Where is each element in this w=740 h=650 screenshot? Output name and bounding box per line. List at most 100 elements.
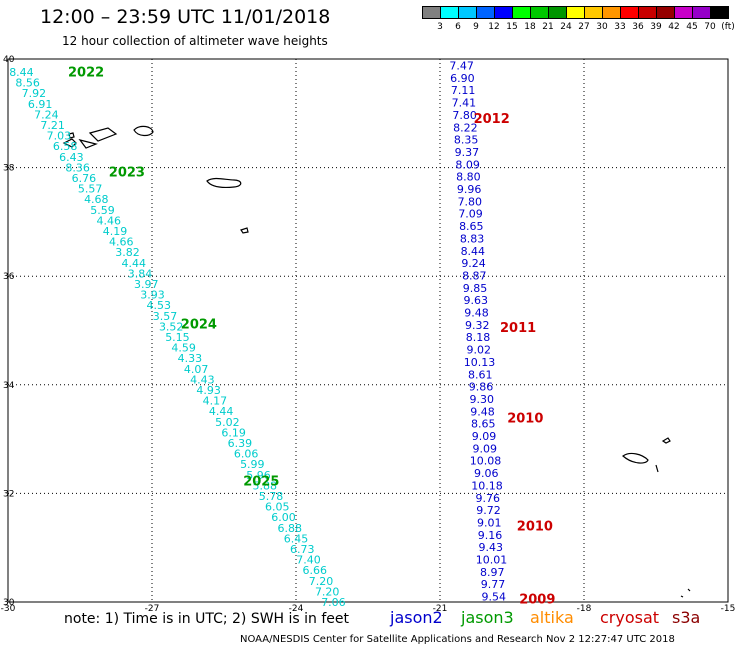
time-label: 2025 [243, 474, 279, 489]
wave-height-label: 3.93 [140, 289, 165, 302]
wave-height-label: 7.80 [458, 195, 483, 208]
legend-label: 3 [437, 22, 443, 32]
island-madeira [622, 452, 649, 464]
wave-height-label: 5.88 [253, 479, 278, 492]
wave-height-label: 7.47 [449, 60, 474, 73]
wave-height-label: 8.61 [468, 368, 493, 381]
wave-height-label: 4.07 [184, 363, 209, 376]
satellite-jason3: jason3 [461, 608, 514, 627]
wave-height-label: 5.02 [215, 416, 240, 429]
lat-tick-label: 32 [3, 489, 14, 499]
wave-height-label: 8.65 [459, 220, 484, 233]
time-label: 2024 [181, 317, 217, 332]
wave-height-label: 8.97 [480, 566, 505, 579]
wave-height-label: 7.80 [452, 109, 477, 122]
wave-height-label: 4.93 [196, 384, 221, 397]
coastlines [62, 125, 691, 598]
wave-height-label: 4.66 [109, 236, 134, 249]
island-selvagens [680, 588, 691, 598]
legend-label: 6 [455, 22, 461, 32]
wave-height-label: 6.45 [284, 532, 309, 545]
island-sao-miguel [206, 177, 242, 189]
lon-tick-label: -24 [289, 604, 304, 614]
wave-height-label: 9.37 [455, 146, 480, 159]
time-label: 2010 [507, 411, 543, 426]
wave-height-label: 9.72 [476, 504, 501, 517]
island-flores [62, 138, 77, 148]
wave-height-label: 8.09 [455, 158, 480, 171]
time-label: 2010 [517, 519, 553, 534]
legend-label: (ft) [721, 22, 735, 32]
wave-height-label: 5.99 [240, 458, 265, 471]
legend-label: 15 [506, 22, 518, 32]
legend-label: 33 [614, 22, 626, 32]
wave-height-label: 9.01 [477, 516, 502, 529]
wave-height-label: 9.54 [482, 591, 507, 604]
wave-height-label: 9.43 [479, 541, 504, 554]
wave-height-label: 8.36 [65, 161, 90, 174]
map-frame [7, 58, 729, 603]
wave-height-label: 9.48 [470, 405, 495, 418]
wave-height-label: 5.59 [90, 204, 115, 217]
wave-height-label: 9.85 [463, 282, 488, 295]
island-terceira [133, 125, 154, 137]
wave-height-label: 7.03 [47, 130, 72, 143]
wave-height-label: 7.06 [321, 596, 346, 609]
wave-height-label: 6.88 [278, 522, 303, 535]
wave-height-label: 6.91 [28, 98, 53, 111]
legend-label: 42 [668, 22, 680, 32]
wave-height-label: 8.80 [456, 171, 481, 184]
wave-height-label: 9.06 [474, 467, 499, 480]
wave-height-label: 4.44 [122, 257, 147, 270]
wave-height-label: 5.57 [78, 183, 103, 196]
wave-height-label: 5.96 [246, 469, 271, 482]
credit-line: NOAA/NESDIS Center for Satellite Applica… [240, 634, 675, 645]
legend-label: 12 [488, 22, 500, 32]
wave-height-label: 7.40 [296, 554, 321, 567]
island-corvo [68, 132, 75, 139]
wave-height-label: 7.20 [315, 585, 340, 598]
wave-height-label: 9.86 [469, 381, 494, 394]
legend-label: 45 [686, 22, 698, 32]
wave-height-label: 4.53 [146, 299, 171, 312]
wave-height-label: 4.68 [84, 193, 109, 206]
wave-height-label: 9.02 [467, 344, 492, 357]
wave-height-label: 6.39 [228, 437, 253, 450]
time-label: 2009 [519, 593, 555, 608]
satellite-cryosat: cryosat [600, 608, 660, 627]
lon-tick-label: -15 [721, 604, 736, 614]
wave-height-label: 9.76 [476, 492, 501, 505]
wave-height-label: 6.43 [59, 151, 84, 164]
wave-height-label: 7.41 [452, 97, 477, 110]
wave-height-label: 8.35 [454, 134, 479, 147]
satellite-tracks: 8.448.567.926.917.247.217.036.586.438.36… [9, 60, 507, 609]
wave-height-label: 8.87 [462, 269, 487, 282]
legend-label: 36 [632, 22, 644, 32]
wave-height-label: 9.09 [473, 442, 498, 455]
wave-height-label: 6.00 [271, 511, 296, 524]
wave-height-label: 8.83 [460, 232, 485, 245]
wave-height-label: 6.58 [53, 140, 78, 153]
island-pico [78, 139, 98, 149]
wave-height-label: 4.19 [103, 225, 128, 238]
wave-height-label: 8.65 [471, 418, 496, 431]
lat-tick-label: 34 [3, 381, 15, 391]
wave-height-label: 3.52 [159, 320, 184, 333]
wave-height-label: 4.33 [178, 352, 203, 365]
lon-tick-label: -30 [1, 604, 16, 614]
wave-height-label: 7.11 [451, 84, 476, 97]
wave-height-label: 7.92 [22, 87, 47, 100]
map-subtitle: 12 hour collection of altimeter wave hei… [62, 34, 328, 48]
island-porto-santo [661, 437, 671, 444]
wave-height-label: 4.17 [203, 395, 228, 408]
satellite-altika: altika [530, 608, 574, 627]
time-label: 2022 [68, 65, 104, 80]
wave-height-label: 6.73 [290, 543, 315, 556]
wave-height-label: 6.90 [450, 72, 475, 85]
satellite-s3a: s3a [672, 608, 701, 627]
wave-height-label: 6.06 [234, 448, 259, 461]
wave-height-label: 8.22 [453, 121, 478, 134]
wave-height-label: 9.30 [470, 393, 495, 406]
lat-tick-label: 30 [3, 598, 15, 608]
